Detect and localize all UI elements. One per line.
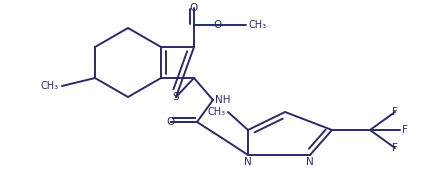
- Text: O: O: [214, 20, 222, 30]
- Text: F: F: [402, 125, 408, 135]
- Text: NH: NH: [215, 95, 231, 105]
- Text: F: F: [392, 107, 398, 117]
- Text: O: O: [167, 117, 175, 127]
- Text: CH₃: CH₃: [208, 107, 226, 117]
- Text: CH₃: CH₃: [249, 20, 267, 30]
- Text: O: O: [190, 3, 198, 13]
- Text: CH₃: CH₃: [41, 81, 59, 91]
- Text: N: N: [306, 157, 314, 167]
- Text: N: N: [244, 157, 252, 167]
- Text: S: S: [172, 92, 179, 102]
- Text: F: F: [392, 143, 398, 153]
